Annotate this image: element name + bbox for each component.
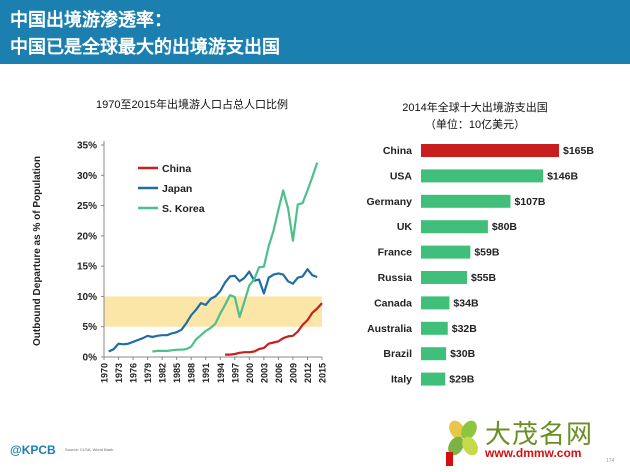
line-chart-title: 1970至2015年出境游人口占总人口比例 xyxy=(96,99,288,111)
x-tick-label: 1985 xyxy=(172,363,182,383)
bar xyxy=(421,347,447,361)
bar-value-label: $29B xyxy=(449,374,475,386)
series-line-china xyxy=(225,302,323,356)
y-tick-label: 5% xyxy=(83,322,98,333)
y-tick-label: 20% xyxy=(77,231,97,242)
x-tick-label: 1994 xyxy=(216,363,226,383)
y-tick-label: 10% xyxy=(77,292,97,303)
bar xyxy=(421,245,471,259)
x-tick-label: 1979 xyxy=(143,363,153,383)
y-tick-label: 25% xyxy=(77,201,97,212)
x-tick-label: 1997 xyxy=(230,363,240,383)
watermark: 大茂名网 www.dmmw.com xyxy=(443,412,630,472)
watermark-url: www.dmmw.com xyxy=(485,446,582,460)
x-tick-label: 1976 xyxy=(129,363,139,383)
bar-value-label: $32B xyxy=(452,323,478,335)
bar-value-label: $80B xyxy=(492,221,518,233)
bar-category-label: Canada xyxy=(374,297,412,309)
legend-label: Japan xyxy=(162,183,192,195)
y-tick-label: 30% xyxy=(77,171,97,182)
source-note: Source: CLSA, World Bank. xyxy=(65,447,115,452)
bar-chart-title-main: 2014年全球十大出境游支出国 xyxy=(402,102,548,114)
series-line-s-korea xyxy=(152,162,319,353)
bar-category-label: Italy xyxy=(391,374,412,386)
page-number: 174 xyxy=(606,458,615,464)
bar xyxy=(421,271,467,284)
bar-category-label: China xyxy=(383,145,412,157)
x-tick-label: 2006 xyxy=(274,363,284,383)
series-line-japan xyxy=(108,268,318,353)
legend-label: S. Korea xyxy=(162,203,205,215)
highlight-band xyxy=(104,296,322,327)
x-tick-label: 2009 xyxy=(288,363,298,383)
x-tick-label: 1973 xyxy=(114,363,124,383)
bar-category-label: France xyxy=(378,247,413,259)
bar-value-label: $165B xyxy=(563,145,594,157)
x-tick-label: 2003 xyxy=(259,363,269,383)
x-tick-label: 1982 xyxy=(158,363,168,383)
leaf-logo-icon xyxy=(446,420,478,466)
legend-label: China xyxy=(162,163,191,175)
x-tick-label: 2012 xyxy=(303,363,313,383)
y-tick-label: 15% xyxy=(77,262,97,273)
bar xyxy=(421,144,559,157)
x-tick-label: 2015 xyxy=(318,363,328,383)
bar xyxy=(421,220,488,234)
bar xyxy=(421,194,511,208)
bar-category-label: UK xyxy=(397,221,413,233)
bar-value-label: $107B xyxy=(514,196,545,208)
page-title-line-1: 中国出境游渗透率： xyxy=(10,10,172,30)
title-banner: 中国出境游渗透率： 中国已是全球最大的出境游支出国 xyxy=(0,0,630,64)
x-tick-label: 2000 xyxy=(245,363,255,383)
watermark-chinese-text: 大茂名网 xyxy=(485,420,594,450)
bar xyxy=(421,169,544,183)
x-tick-label: 1988 xyxy=(187,363,197,383)
bar-value-label: $30B xyxy=(450,348,476,360)
bar-category-label: Russia xyxy=(378,272,413,284)
bar-value-label: $34B xyxy=(453,297,479,309)
page-title-line-2: 中国已是全球最大的出境游支出国 xyxy=(10,37,280,57)
x-tick-label: 1970 xyxy=(100,363,110,383)
bar-value-label: $55B xyxy=(471,272,497,284)
bar xyxy=(421,296,450,310)
bar-chart-title: 2014年全球十大出境游支出国 （单位：10亿美元） xyxy=(390,100,560,134)
bar-category-label: Australia xyxy=(367,323,412,335)
bar-value-label: $59B xyxy=(474,247,500,259)
kpcb-logo: @KPCB xyxy=(10,443,56,457)
bar-category-label: Brazil xyxy=(383,348,412,360)
bar xyxy=(421,321,448,335)
y-tick-label: 35% xyxy=(77,141,97,152)
bar-chart-subtitle: （单位：10亿美元） xyxy=(424,119,526,131)
y-tick-label: 0% xyxy=(83,353,98,364)
bar-category-label: USA xyxy=(390,170,413,182)
x-tick-label: 1991 xyxy=(201,363,211,383)
y-axis-label: Outbound Departure as % of Population xyxy=(32,156,43,346)
bar-category-label: Germany xyxy=(366,196,412,208)
bar xyxy=(421,372,446,386)
bar-value-label: $146B xyxy=(547,170,578,182)
